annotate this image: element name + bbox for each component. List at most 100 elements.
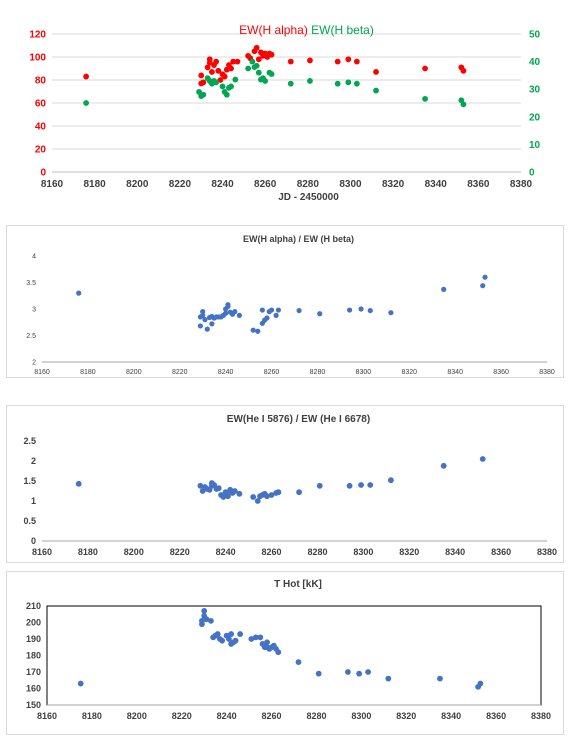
x-tick-label: 8160 <box>34 369 50 376</box>
data-point <box>358 482 364 488</box>
x-tick-label: 8220 <box>170 547 190 557</box>
x-tick-label: 8380 <box>537 547 557 557</box>
data-point <box>198 72 205 79</box>
data-point <box>255 69 262 76</box>
y-tick-label: 180 <box>26 651 41 661</box>
data-point <box>365 669 371 675</box>
y-tick-label: 2.5 <box>26 333 36 340</box>
data-point <box>264 315 270 321</box>
y-tick-label: 0 <box>40 168 46 179</box>
data-point <box>252 634 259 641</box>
y2-tick-label: 40 <box>529 57 541 68</box>
data-point <box>373 69 379 75</box>
x-tick-label: 8180 <box>82 711 102 721</box>
data-point <box>209 321 215 327</box>
data-point <box>268 307 275 313</box>
y-tick-label: 3 <box>32 306 36 313</box>
data-point <box>388 310 394 316</box>
data-point <box>215 485 222 492</box>
data-point <box>373 87 379 94</box>
y-tick-label: 120 <box>29 30 46 41</box>
data-point <box>275 489 282 496</box>
x-tick-label: 8380 <box>531 711 551 721</box>
x-tick-label: 8220 <box>172 711 192 721</box>
data-point <box>259 307 265 313</box>
x-tick-label: 8280 <box>306 711 326 721</box>
data-point <box>273 312 279 318</box>
x-tick-label: 8300 <box>353 547 373 557</box>
y-tick-label: 2 <box>31 456 36 466</box>
data-point <box>219 637 226 644</box>
x-tick-label: 8380 <box>539 369 555 376</box>
data-point <box>262 78 269 84</box>
data-point <box>253 44 260 51</box>
data-point <box>264 493 270 500</box>
data-point <box>236 490 243 497</box>
data-point <box>76 290 82 296</box>
y-tick-label: 4 <box>32 253 36 260</box>
x-tick-label: 8200 <box>124 547 144 557</box>
x-tick-label: 8260 <box>262 547 282 557</box>
x-tick-label: 8200 <box>127 711 147 721</box>
y-tick-label: 40 <box>35 122 47 133</box>
y-tick-label: 2.5 <box>23 436 36 446</box>
data-point <box>250 327 256 333</box>
data-point <box>345 56 352 63</box>
data-point <box>250 494 257 500</box>
data-point <box>268 71 275 77</box>
data-point <box>231 488 238 494</box>
x-tick-label: 8300 <box>351 711 371 721</box>
data-point <box>346 307 353 313</box>
y-tick-label: 160 <box>26 684 41 694</box>
x-tick-label: 8240 <box>211 179 234 190</box>
y-tick-label: 20 <box>35 145 47 156</box>
x-tick-label: 8240 <box>216 547 236 557</box>
data-point <box>249 58 256 65</box>
x-tick-label: 8200 <box>126 369 142 376</box>
data-point <box>268 492 275 498</box>
y2-tick-label: 30 <box>529 85 541 96</box>
data-point <box>203 616 210 623</box>
data-point <box>460 67 467 74</box>
data-point <box>208 617 214 624</box>
x-tick-label: 8340 <box>425 179 448 190</box>
data-point <box>230 58 237 65</box>
data-point <box>307 78 313 84</box>
data-point <box>217 77 224 83</box>
x-tick-label: 8300 <box>356 369 372 376</box>
data-point <box>296 489 302 496</box>
x-tick-label: 8280 <box>307 547 327 557</box>
y-tick-label: 190 <box>26 634 41 644</box>
y-tick-label: 2 <box>32 359 36 366</box>
chart-panel-ew-halpha-hbeta: 8160 8180 8200 8220 8240 8260 8280 8300 8320 8340… <box>0 14 573 210</box>
data-point <box>440 462 447 469</box>
data-point <box>225 493 231 500</box>
data-point <box>422 95 428 102</box>
x-tick-label: 8340 <box>441 711 461 721</box>
y-tick-label: 3.5 <box>26 280 36 287</box>
x-tick-label: 8180 <box>78 547 98 557</box>
chart-halpha-hbeta-ratio: 8160 8180 8200 8220 8240 8260 8280 8300 8320 8340… <box>26 234 555 376</box>
y2-tick-label: 20 <box>529 112 541 123</box>
data-point <box>253 62 260 69</box>
x-tick-label: 8320 <box>396 711 416 721</box>
data-point <box>482 274 488 280</box>
data-point <box>264 639 270 646</box>
data-point <box>334 58 341 65</box>
data-point <box>232 76 239 83</box>
x-tick-label: 8200 <box>126 179 149 190</box>
x-tick-label: 8180 <box>80 369 96 376</box>
data-point <box>358 306 364 312</box>
chart-ew-halpha-hbeta: 8160 8180 8200 8220 8240 8260 8280 8300 8320 8340… <box>29 23 541 203</box>
data-point <box>268 51 275 58</box>
x-tick-label: 8360 <box>493 369 509 376</box>
data-point <box>197 482 204 489</box>
x-tick-label: 8320 <box>382 179 405 190</box>
data-point <box>204 326 210 332</box>
y-tick-label: 1.5 <box>23 476 36 486</box>
data-point <box>225 636 232 642</box>
data-point <box>255 328 261 334</box>
data-point <box>257 634 264 641</box>
data-point <box>83 100 90 106</box>
y-tick-label: 0.5 <box>23 516 36 526</box>
